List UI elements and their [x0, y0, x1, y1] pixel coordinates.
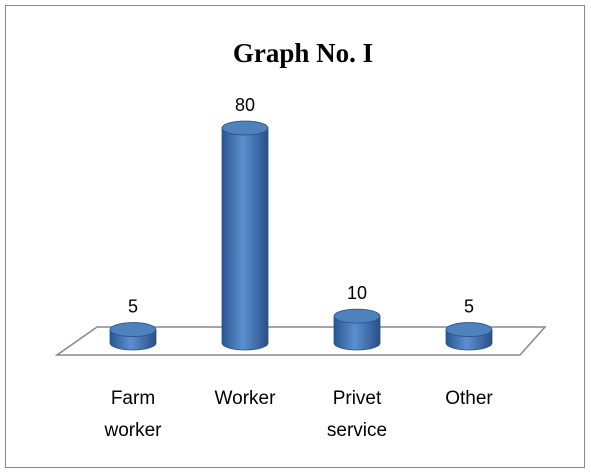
- x-tick-label: Other: [445, 388, 493, 409]
- bar-top: [109, 322, 157, 337]
- frame: [5, 5, 585, 468]
- bar-body: [221, 127, 269, 351]
- bar-top: [445, 322, 493, 337]
- bar-top: [333, 308, 381, 324]
- bar: [109, 322, 157, 351]
- bar-body: [333, 315, 381, 351]
- floor: [54, 326, 547, 356]
- chart-title: Graph No. I: [233, 38, 373, 68]
- value-label: 80: [235, 95, 255, 115]
- bar: [445, 322, 493, 351]
- bar-top: [221, 120, 269, 136]
- value-label: 5: [128, 296, 138, 316]
- x-tick-label: Farm worker: [104, 388, 162, 441]
- value-label: 10: [347, 283, 367, 303]
- x-tick-label: Worker: [214, 388, 276, 409]
- bar: [221, 120, 269, 351]
- bar: [333, 308, 381, 351]
- x-tick-label: Privet service: [326, 388, 388, 441]
- value-label: 5: [464, 296, 474, 316]
